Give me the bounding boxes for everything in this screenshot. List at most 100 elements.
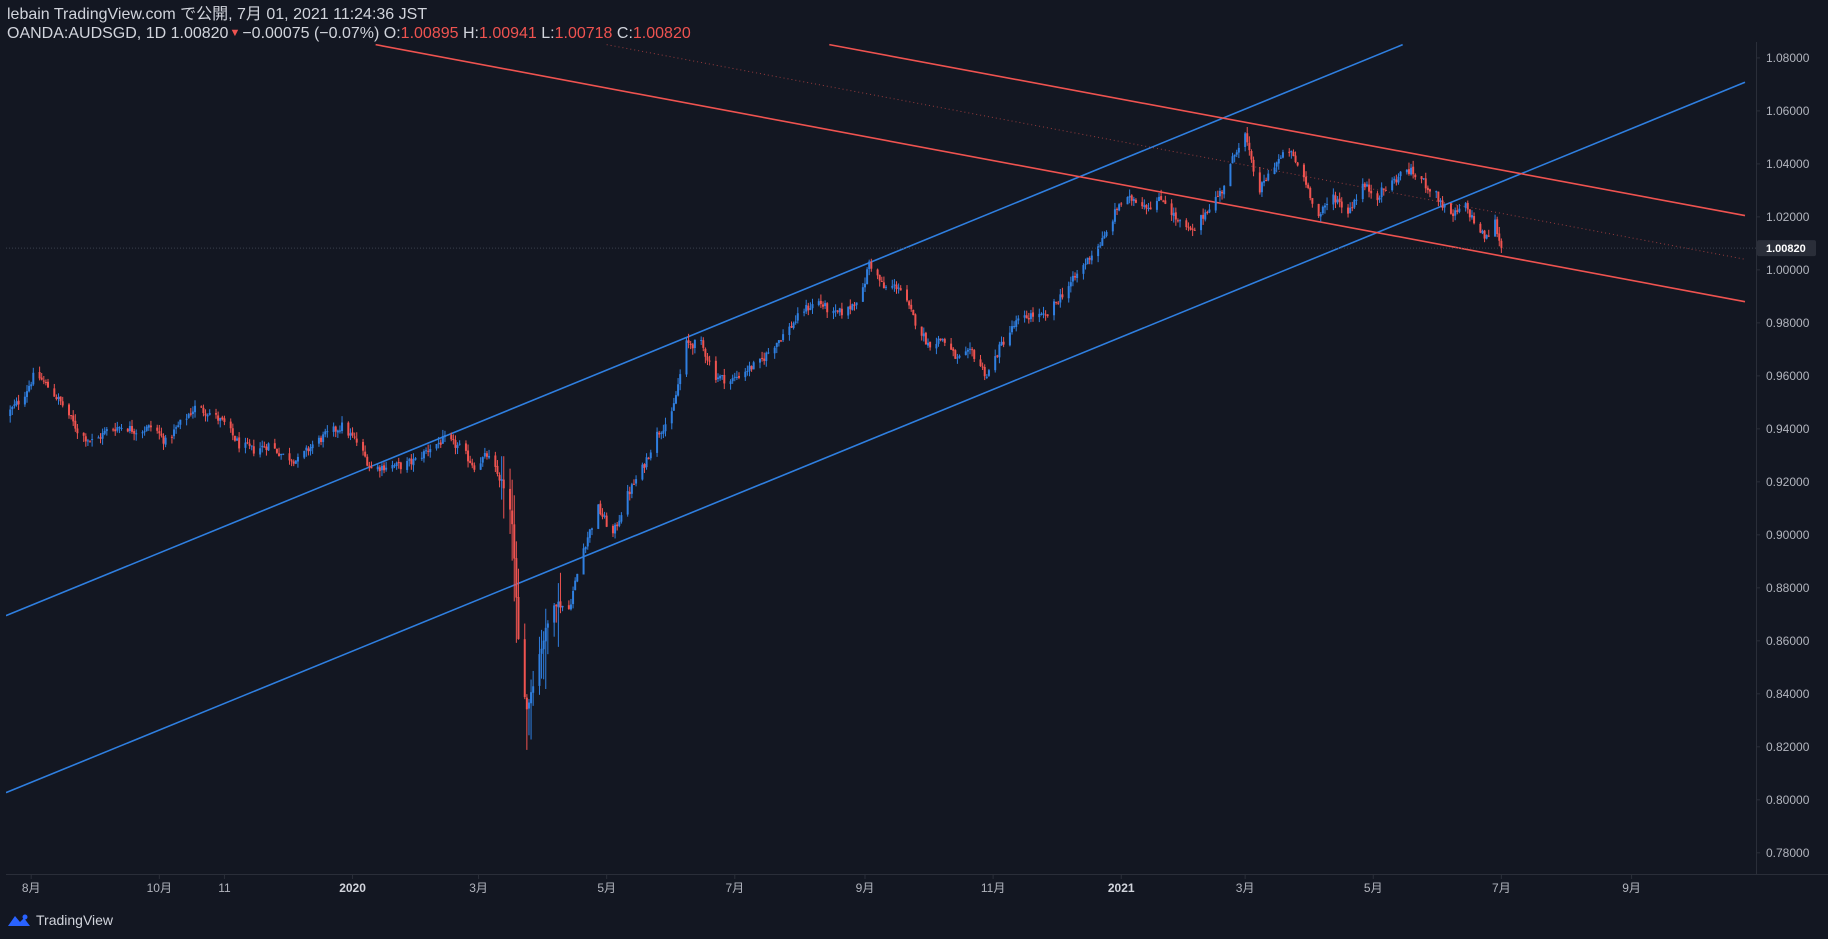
candle-body [777, 340, 780, 344]
candle-body [1086, 257, 1089, 265]
candle-body [664, 424, 667, 432]
candle-body [204, 413, 207, 416]
candle-body [1113, 209, 1116, 222]
candle-body [861, 287, 864, 302]
candle-body [42, 380, 45, 382]
time-axis[interactable]: 8月 10月 11 2020 3月 5月 7月 9月 11月 2021 3月 5月 7月 9月 [22, 874, 1641, 895]
candle-body [1464, 203, 1467, 208]
candle-body [649, 452, 652, 459]
y-tick-label: 0.78000 [1766, 846, 1810, 860]
candle-body [1252, 159, 1255, 172]
candle-body [72, 415, 75, 422]
x-tick-label: 11月 [981, 881, 1005, 895]
channel-down-upper [829, 43, 1746, 217]
symbol-label: OANDA:AUDSGD, 1D [7, 25, 167, 42]
change-value: −0.00075 (−0.07%) [242, 25, 380, 42]
candle-body [500, 479, 503, 481]
candle-body [1399, 171, 1402, 177]
candle-body [156, 427, 159, 431]
candle-body [761, 357, 764, 359]
ohlc-legend[interactable]: OANDA:AUDSGD, 1D 1.00820▼ −0.00075 (−0.07… [7, 24, 691, 43]
candle-body [750, 366, 753, 370]
candle-body [824, 303, 827, 307]
candle-body [1235, 152, 1238, 155]
candle-body [1231, 156, 1234, 164]
candle-body [746, 371, 749, 373]
candle-body [998, 344, 1001, 358]
candle-body [456, 445, 459, 449]
candle-body [922, 333, 925, 337]
candle-body [721, 375, 724, 377]
candle-body [971, 349, 974, 351]
candle-body [719, 375, 722, 379]
x-tick-label: 3月 [1236, 881, 1255, 895]
candle-body [47, 381, 50, 388]
candle-body [855, 302, 858, 306]
candle-body [788, 326, 791, 336]
candle-body [244, 442, 247, 448]
tradingview-cloud-icon [8, 914, 30, 926]
price-axis[interactable]: 0.78000 0.80000 0.82000 0.84000 0.86000 0.880… [1756, 51, 1810, 860]
candle-body [341, 422, 344, 432]
candle-body [603, 515, 606, 517]
candle-body [1281, 152, 1284, 158]
candle-body [943, 339, 946, 343]
candle-body [1340, 201, 1343, 208]
candle-body [544, 627, 547, 642]
x-tick-label: 2021 [1108, 881, 1135, 895]
candle-body [149, 425, 152, 428]
candle-body [133, 431, 136, 434]
y-tick-label: 0.84000 [1766, 687, 1810, 701]
candle-body [91, 439, 94, 441]
candle-body [525, 697, 528, 710]
candle-body [1076, 273, 1079, 278]
candle-body [275, 448, 278, 453]
candle-body [1412, 166, 1415, 175]
candle-body [1143, 205, 1146, 208]
candle-body [790, 325, 793, 328]
candle-body [1233, 154, 1236, 157]
candle-body [1365, 184, 1368, 187]
candle-body [364, 451, 367, 457]
candle-body [76, 428, 79, 434]
x-tick-label: 8月 [22, 881, 41, 895]
candle-body [752, 362, 755, 370]
candle-body [1420, 176, 1423, 180]
candle-body [1164, 200, 1167, 204]
brand-footer[interactable]: TradingView [6, 909, 113, 931]
candle-body [1155, 200, 1158, 210]
candle-body [1456, 210, 1459, 212]
candle-body [620, 515, 623, 522]
candle-body [966, 349, 969, 352]
candle-body [832, 310, 835, 314]
candle-body [86, 440, 89, 442]
candle-body [1147, 208, 1150, 210]
candle-body [601, 513, 604, 517]
candle-body [1141, 202, 1144, 207]
candle-body [246, 442, 249, 444]
candle-body [443, 435, 446, 437]
y-tick-label: 1.06000 [1766, 104, 1810, 118]
candle-body [454, 440, 457, 448]
candle-body [1069, 282, 1072, 287]
candle-body [158, 431, 161, 434]
y-tick-label: 0.90000 [1766, 528, 1810, 542]
candle-body [714, 360, 717, 380]
candle-body [370, 467, 373, 469]
candle-body [1160, 196, 1163, 200]
candle-body [296, 456, 299, 462]
candle-body [779, 340, 782, 342]
candle-body [1470, 215, 1473, 218]
candle-body [574, 580, 577, 591]
candle-body [229, 421, 232, 429]
candle-body [540, 648, 543, 654]
candle-body [1176, 220, 1179, 222]
candle-body [1279, 157, 1282, 159]
candle-body [1105, 231, 1108, 236]
candle-body [1128, 195, 1131, 198]
candle-body [458, 443, 461, 445]
candle-body [1229, 164, 1232, 187]
candle-body [1179, 220, 1182, 222]
candle-body [656, 431, 659, 453]
